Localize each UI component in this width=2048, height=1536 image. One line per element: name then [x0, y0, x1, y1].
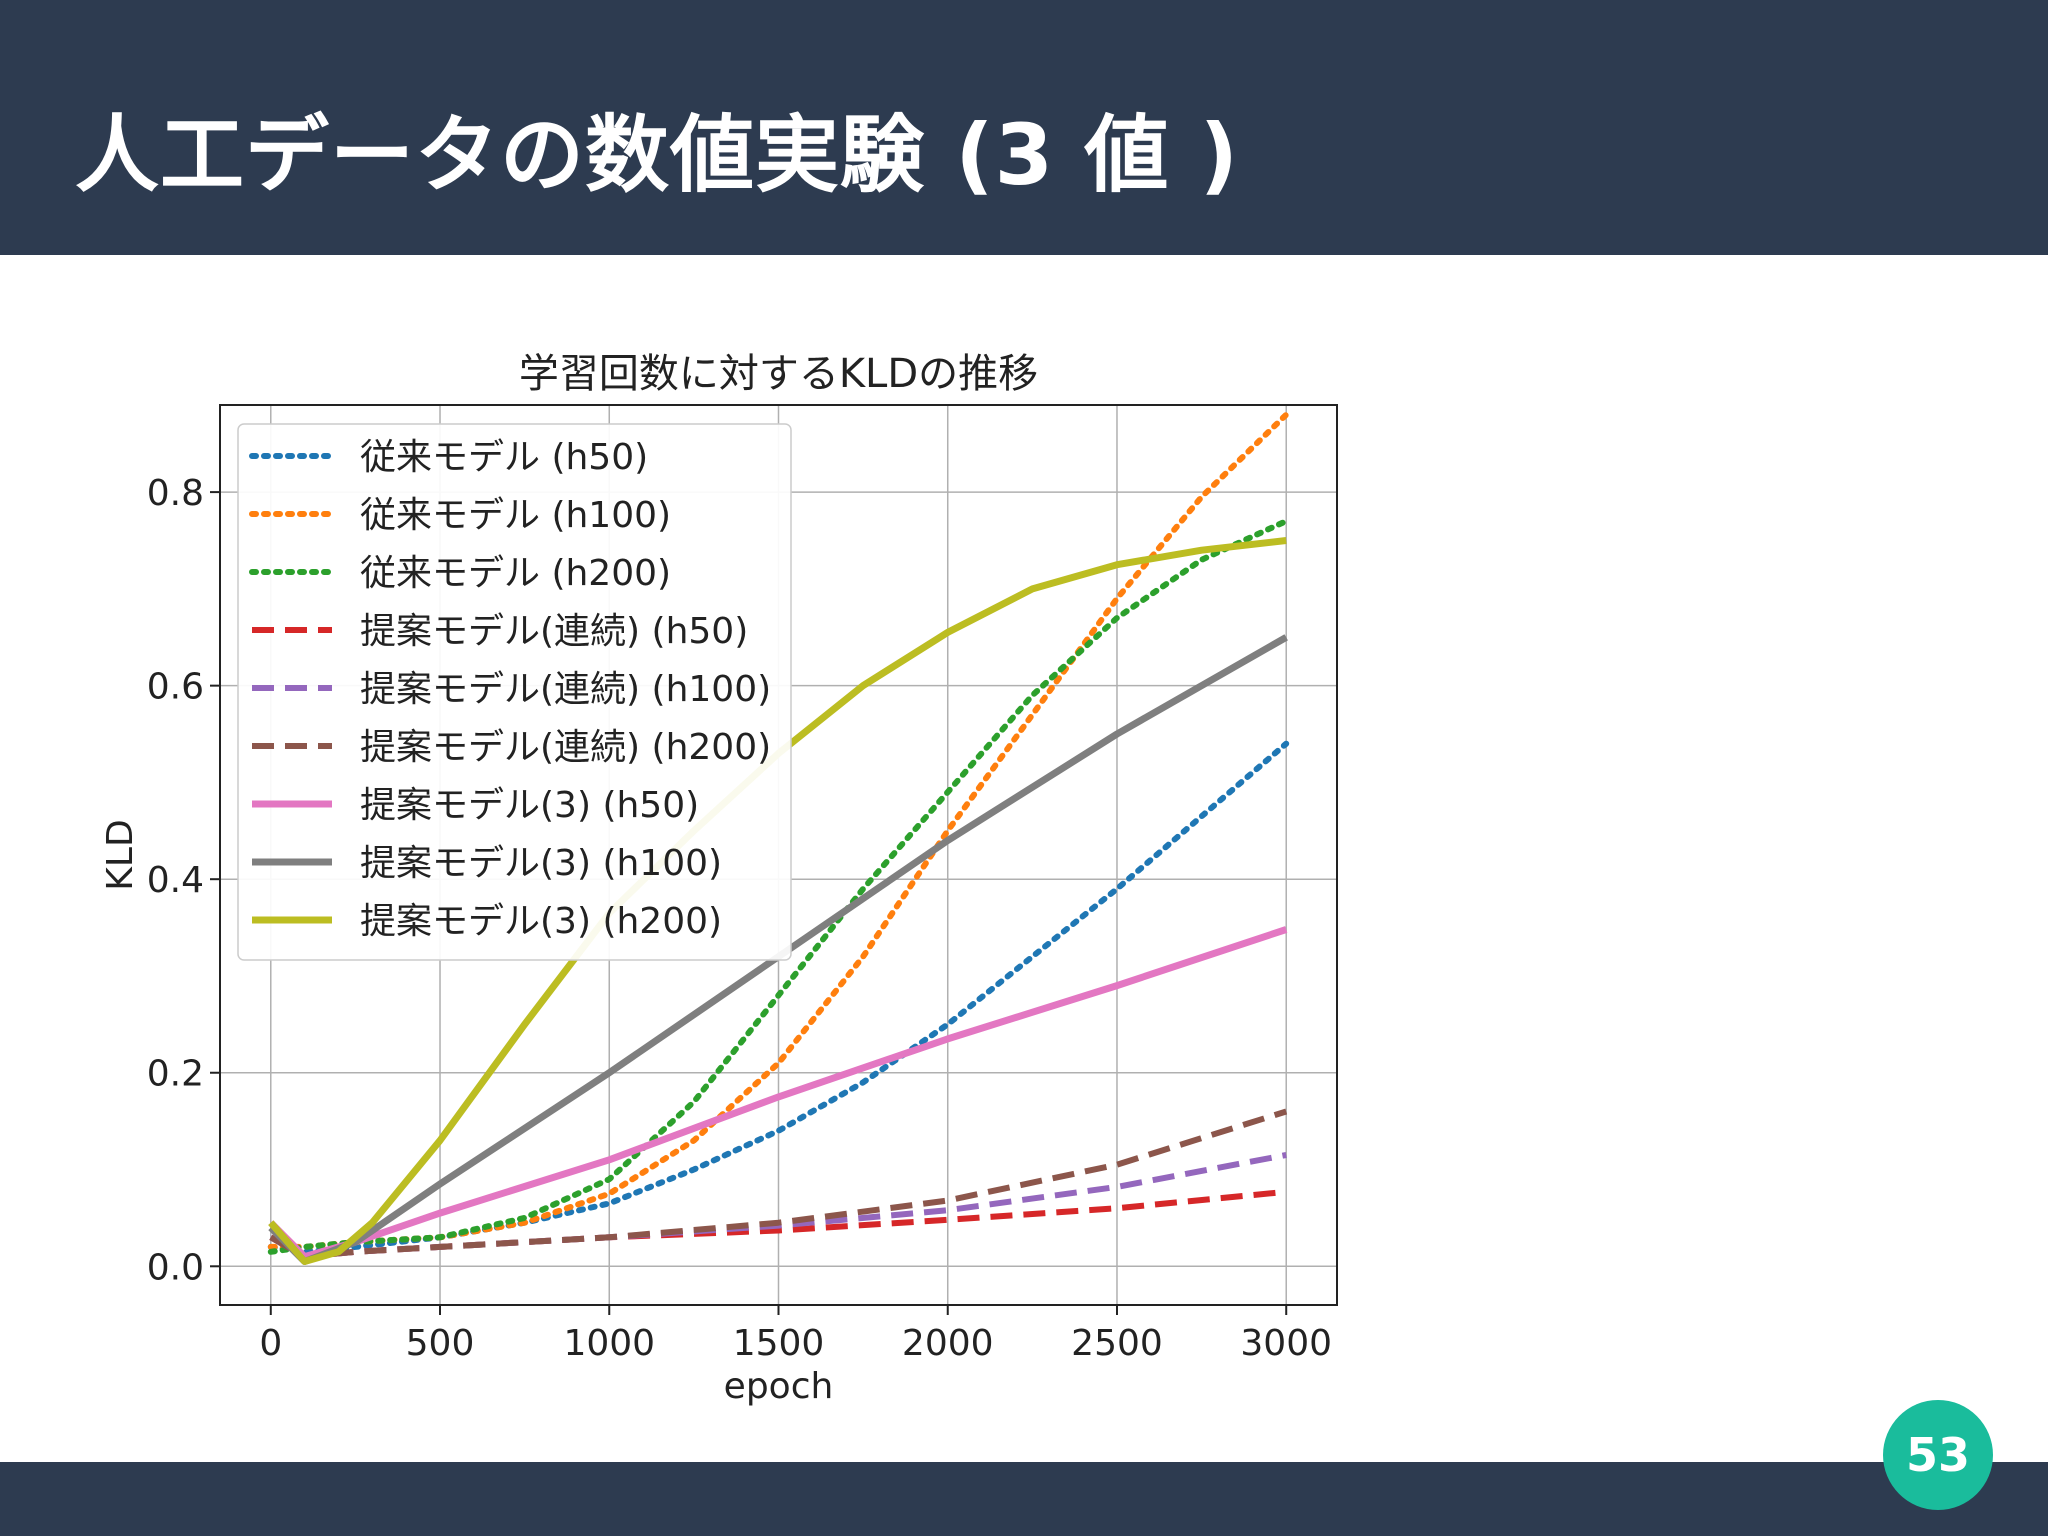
kld-line-chart: 0 500 1000 1500 2000 2500 3000 0.0 0.2 0.4 0.6 0.8 学… — [100, 351, 1338, 1407]
x-tick-label: 1500 — [733, 1323, 825, 1364]
slide-title: 人工データの数値実験 (3 値 ) — [75, 106, 1239, 204]
x-tick-label: 0 — [259, 1323, 282, 1364]
y-tick-label: 0.6 — [147, 667, 204, 708]
legend-label-8: 提案モデル(3) (h100) — [360, 843, 722, 884]
y-tick-label: 0.0 — [147, 1247, 204, 1288]
legend-label-4: 提案モデル(連続) (h50) — [360, 611, 748, 652]
legend-label-5: 提案モデル(連続) (h100) — [360, 669, 771, 710]
legend-label-6: 提案モデル(連続) (h200) — [360, 727, 771, 768]
series-line-3 — [267, 518, 1290, 1255]
x-tick-label: 500 — [406, 1323, 475, 1364]
y-tick-label: 0.8 — [147, 473, 204, 514]
y-axis-label: KLD — [100, 819, 141, 890]
x-axis-label: epoch — [724, 1366, 834, 1407]
series-line-6 — [269, 1108, 1288, 1260]
x-tick-label: 2000 — [902, 1323, 994, 1364]
legend-label-9: 提案モデル(3) (h200) — [360, 901, 722, 942]
x-tick-label: 1000 — [563, 1323, 655, 1364]
page-number-badge: 53 — [1883, 1400, 1993, 1510]
legend-box — [237, 423, 792, 961]
legend-label-1: 従来モデル (h50) — [360, 437, 648, 478]
y-tick-label: 0.4 — [147, 860, 204, 901]
x-tick-label: 3000 — [1240, 1323, 1332, 1364]
legend-label-7: 提案モデル(3) (h50) — [360, 785, 699, 826]
legend-label-2: 従来モデル (h100) — [360, 495, 671, 536]
chart-title: 学習回数に対するKLDの推移 — [519, 351, 1038, 397]
legend-label-3: 従来モデル (h200) — [360, 553, 671, 594]
x-tick-label: 2500 — [1071, 1323, 1163, 1364]
series-line-1 — [267, 740, 1290, 1255]
y-tick-label: 0.2 — [147, 1054, 204, 1095]
slide-footer — [0, 1462, 2048, 1536]
slide-header: 人工データの数値実験 (3 値 ) — [0, 0, 2048, 255]
